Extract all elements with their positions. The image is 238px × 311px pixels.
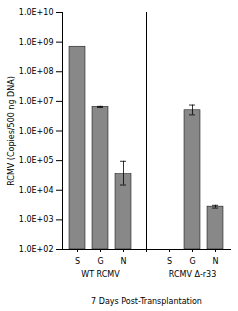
svg-text:N: N [213, 257, 219, 266]
svg-text:RCMV (Copies/500 ng DNA): RCMV (Copies/500 ng DNA) [7, 76, 16, 186]
svg-text:1.0E+03: 1.0E+03 [19, 215, 54, 224]
svg-text:1.0E+06: 1.0E+06 [19, 127, 54, 136]
svg-text:RCMV Δ-r33: RCMV Δ-r33 [169, 270, 217, 279]
svg-text:1.0E+10: 1.0E+10 [19, 8, 54, 17]
svg-text:1.0E+04: 1.0E+04 [19, 186, 54, 195]
svg-text:S: S [75, 257, 80, 266]
svg-text:WT RCMV: WT RCMV [81, 270, 120, 279]
svg-text:N: N [121, 257, 127, 266]
svg-text:S: S [167, 257, 172, 266]
svg-text:7 Days Post-Transplantation: 7 Days Post-Transplantation [91, 297, 202, 306]
svg-text:1.0E+05: 1.0E+05 [19, 156, 54, 165]
svg-text:1.0E+09: 1.0E+09 [19, 38, 54, 47]
svg-text:1.0E+08: 1.0E+08 [19, 67, 54, 76]
svg-text:1.0E+02: 1.0E+02 [19, 245, 54, 254]
svg-text:G: G [97, 257, 103, 266]
svg-text:1.0E+07: 1.0E+07 [19, 97, 54, 106]
svg-text:G: G [189, 257, 195, 266]
